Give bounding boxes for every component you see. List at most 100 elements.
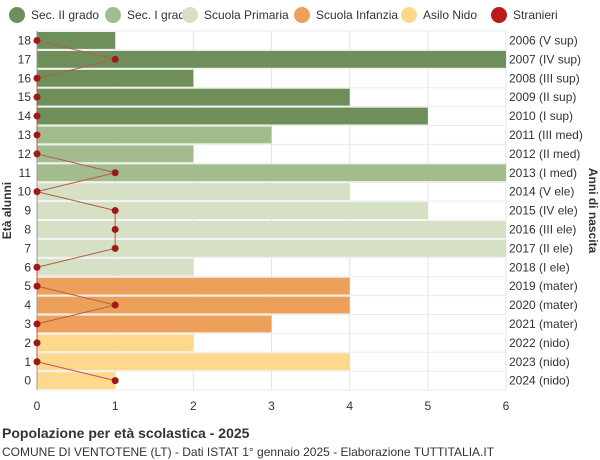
chart-footer-subtitle: COMUNE DI VENTOTENE (LT) - Dati ISTAT 1°… bbox=[2, 445, 495, 459]
y-tick-label-age-4: 4 bbox=[24, 298, 31, 312]
chart-footer-title: Popolazione per età scolastica - 2025 bbox=[2, 425, 250, 441]
y2-tick-label-8: 2014 (V ele) bbox=[509, 185, 574, 199]
legend-label-2: Scuola Primaria bbox=[204, 8, 289, 22]
y2-tick-label-15: 2021 (mater) bbox=[509, 317, 578, 331]
stranieri-point-age-17 bbox=[111, 55, 119, 63]
stranieri-point-age-10 bbox=[33, 188, 41, 196]
y2-tick-label-16: 2022 (nido) bbox=[509, 336, 570, 350]
bar-age-8 bbox=[37, 221, 506, 238]
legend-label-5: Stranieri bbox=[513, 8, 558, 22]
legend-label-4: Asilo Nido bbox=[423, 8, 477, 22]
bar-age-16 bbox=[37, 69, 194, 87]
y2-tick-label-14: 2020 (mater) bbox=[509, 298, 578, 312]
stranieri-point-age-6 bbox=[33, 263, 41, 271]
bar-age-4 bbox=[37, 296, 350, 314]
bar-age-7 bbox=[37, 239, 506, 257]
bar-age-14 bbox=[37, 107, 428, 125]
y2-tick-label-5: 2011 (III med) bbox=[509, 128, 583, 142]
x-tick-label-3: 3 bbox=[268, 399, 275, 413]
bar-age-18 bbox=[37, 32, 116, 49]
legend-swatch-5 bbox=[491, 7, 507, 23]
stranieri-point-age-11 bbox=[111, 169, 119, 177]
x-tick-label-0: 0 bbox=[34, 399, 41, 413]
stranieri-point-age-12 bbox=[33, 150, 41, 158]
y2-tick-label-0: 2006 (V sup) bbox=[509, 33, 578, 47]
y2-tick-label-11: 2017 (II ele) bbox=[509, 241, 573, 255]
y-tick-label-age-13: 13 bbox=[18, 128, 32, 142]
bar-age-9 bbox=[37, 202, 428, 219]
stranieri-point-age-1 bbox=[33, 358, 41, 366]
y-tick-label-age-6: 6 bbox=[24, 260, 31, 274]
y2-tick-label-6: 2012 (II med) bbox=[509, 147, 580, 161]
y-tick-label-age-14: 14 bbox=[18, 109, 32, 123]
y-tick-label-age-12: 12 bbox=[18, 147, 32, 161]
bar-age-17 bbox=[37, 50, 506, 68]
legend-swatch-2 bbox=[182, 7, 198, 23]
legend-label-1: Sec. I grado bbox=[127, 8, 192, 22]
y-axis-title: Età alunni bbox=[0, 182, 14, 239]
y2-tick-label-4: 2010 (I sup) bbox=[509, 109, 573, 123]
y-tick-label-age-16: 16 bbox=[18, 71, 32, 85]
bar-age-6 bbox=[37, 258, 194, 276]
stranieri-point-age-8 bbox=[111, 225, 119, 233]
stranieri-point-age-18 bbox=[33, 36, 41, 44]
stranieri-point-age-16 bbox=[33, 74, 41, 82]
bar-age-11 bbox=[37, 164, 506, 182]
y-tick-label-age-5: 5 bbox=[24, 279, 31, 293]
x-tick-label-1: 1 bbox=[112, 399, 119, 413]
stranieri-point-age-4 bbox=[111, 301, 119, 309]
legend-swatch-1 bbox=[105, 7, 121, 23]
y2-tick-label-18: 2024 (nido) bbox=[509, 374, 570, 388]
y-tick-label-age-1: 1 bbox=[24, 355, 31, 369]
x-tick-label-4: 4 bbox=[346, 399, 353, 413]
y2-tick-label-17: 2023 (nido) bbox=[509, 355, 570, 369]
stranieri-point-age-5 bbox=[33, 282, 41, 290]
bar-age-1 bbox=[37, 353, 350, 371]
bar-age-2 bbox=[37, 334, 194, 352]
y2-tick-label-1: 2007 (IV sup) bbox=[509, 52, 581, 66]
y2-axis-title: Anni di nascita bbox=[586, 168, 600, 254]
y-tick-label-age-15: 15 bbox=[18, 90, 32, 104]
x-tick-label-2: 2 bbox=[190, 399, 197, 413]
bar-age-0 bbox=[37, 372, 116, 390]
stranieri-point-age-14 bbox=[33, 112, 41, 120]
y2-tick-label-9: 2015 (IV ele) bbox=[509, 204, 578, 218]
stranieri-point-age-3 bbox=[33, 320, 41, 328]
stranieri-point-age-2 bbox=[33, 339, 41, 347]
stranieri-point-age-9 bbox=[111, 207, 119, 215]
y2-tick-label-13: 2019 (mater) bbox=[509, 279, 578, 293]
y-tick-label-age-2: 2 bbox=[24, 336, 31, 350]
stranieri-point-age-13 bbox=[33, 131, 41, 139]
y-tick-label-age-8: 8 bbox=[24, 222, 31, 236]
y-tick-label-age-7: 7 bbox=[24, 241, 31, 255]
bar-age-12 bbox=[37, 145, 194, 163]
bar-age-5 bbox=[37, 277, 350, 295]
y2-tick-label-2: 2008 (III sup) bbox=[509, 71, 580, 85]
stranieri-point-age-7 bbox=[111, 244, 119, 252]
y-tick-label-age-11: 11 bbox=[19, 166, 32, 180]
bar-age-3 bbox=[37, 315, 272, 333]
stranieri-point-age-15 bbox=[33, 93, 41, 101]
y2-tick-label-7: 2013 (I med) bbox=[509, 166, 577, 180]
y-tick-label-age-10: 10 bbox=[18, 185, 32, 199]
y-tick-label-age-17: 17 bbox=[18, 52, 32, 66]
y-tick-label-age-9: 9 bbox=[24, 204, 31, 218]
y2-tick-label-3: 2009 (II sup) bbox=[509, 90, 576, 104]
bar-age-13 bbox=[37, 126, 272, 144]
legend-swatch-4 bbox=[401, 7, 417, 23]
age-population-chart: Sec. II grado Sec. I grado Scuola Primaria… bbox=[0, 7, 600, 413]
legend-swatch-3 bbox=[294, 7, 310, 23]
bar-age-10 bbox=[37, 183, 350, 201]
legend-label-0: Sec. II grado bbox=[31, 8, 99, 22]
legend-label-3: Scuola Infanzia bbox=[316, 8, 398, 22]
y-tick-label-age-0: 0 bbox=[24, 374, 31, 388]
y2-tick-label-12: 2018 (I ele) bbox=[509, 260, 570, 274]
x-tick-label-5: 5 bbox=[424, 399, 431, 413]
x-tick-label-6: 6 bbox=[503, 399, 510, 413]
bar-age-15 bbox=[37, 88, 350, 106]
y-tick-label-age-18: 18 bbox=[18, 33, 32, 47]
y-tick-label-age-3: 3 bbox=[24, 317, 31, 331]
legend-swatch-0 bbox=[9, 7, 25, 23]
y2-tick-label-10: 2016 (III ele) bbox=[509, 222, 576, 236]
